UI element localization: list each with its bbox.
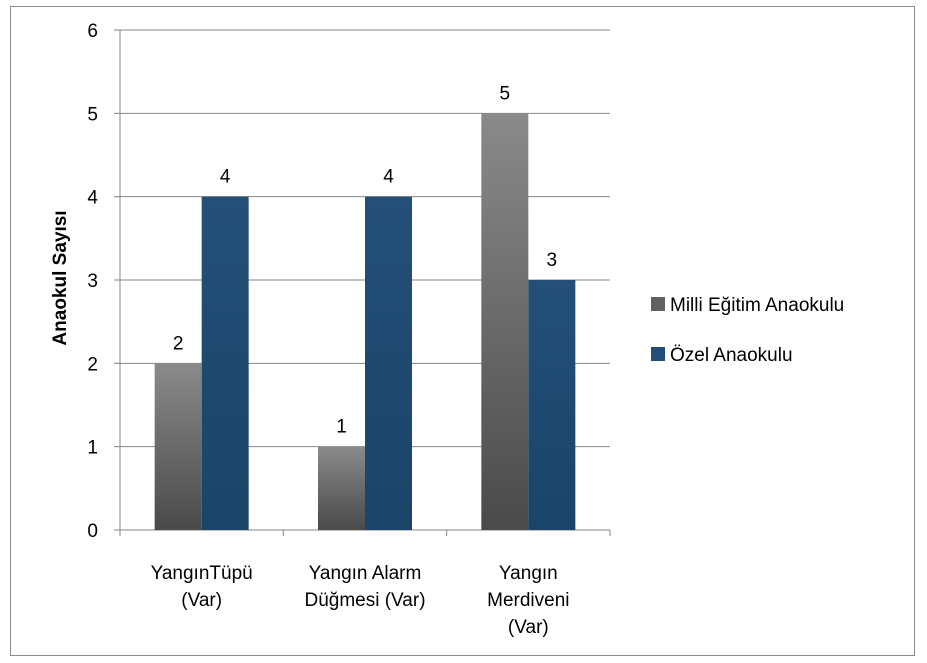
bar (365, 196, 412, 530)
y-tick-label: 6 (87, 21, 98, 42)
chart-frame (10, 6, 915, 656)
data-label: 5 (500, 83, 511, 104)
legend: Milli Eğitim Anaokulu Özel Anaokulu (651, 295, 844, 366)
y-tick-label: 5 (87, 104, 98, 125)
data-labels: 2 4 1 4 5 3 (173, 83, 557, 437)
legend-label: Özel Anaokulu (670, 345, 793, 366)
y-tick-label: 2 (87, 354, 98, 375)
y-tick-label: 1 (87, 438, 98, 459)
data-label: 2 (173, 333, 184, 354)
bar (201, 196, 249, 530)
x-tick-label: YangınTüpü (151, 563, 253, 584)
data-label: 4 (383, 167, 394, 188)
data-label: 1 (336, 417, 347, 438)
x-tick-label: Düğmesi (Var) (304, 590, 425, 611)
bar (528, 280, 576, 530)
legend-label: Milli Eğitim Anaokulu (670, 295, 844, 316)
x-tick-label: Yangın Alarm (309, 563, 422, 584)
y-tick-label: 3 (87, 271, 98, 292)
legend-swatch (651, 297, 665, 311)
y-tick-label: 0 (87, 521, 98, 542)
bar (318, 446, 365, 530)
x-tick-label: (Var) (181, 590, 222, 611)
x-tick-label: (Var) (508, 617, 549, 638)
x-tick-label: Merdiveni (487, 590, 569, 611)
legend-swatch (651, 347, 665, 361)
y-tick-label: 4 (87, 188, 98, 209)
data-label: 4 (220, 167, 231, 188)
y-axis-title: Anaokul Sayısı (50, 210, 71, 345)
bar (481, 113, 529, 530)
data-label: 3 (547, 250, 558, 271)
bar (154, 363, 202, 530)
x-tick-label: Yangın (499, 563, 558, 584)
bars (154, 113, 576, 530)
